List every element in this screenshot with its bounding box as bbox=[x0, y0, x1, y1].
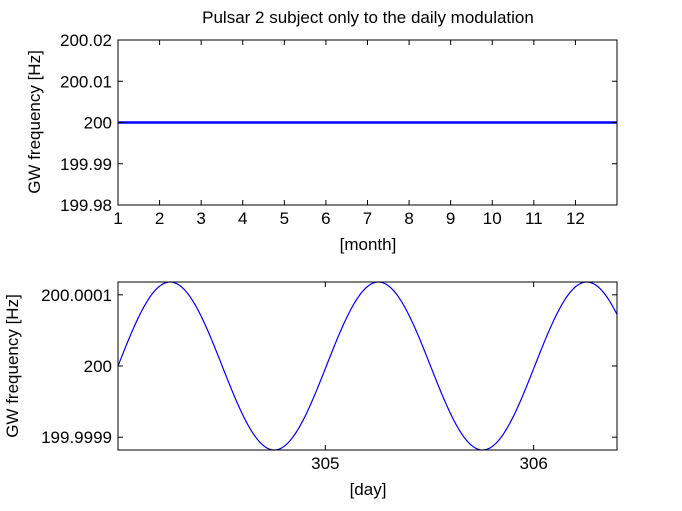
top-x-tick-label: 10 bbox=[483, 209, 502, 228]
chart-title: Pulsar 2 subject only to the daily modul… bbox=[202, 8, 534, 27]
bottom-x-tick-label: 305 bbox=[311, 454, 339, 473]
bottom-series-line bbox=[117, 281, 618, 451]
top-x-label: [month] bbox=[340, 235, 397, 254]
bottom-y-label: GW frequency [Hz] bbox=[3, 294, 22, 438]
top-y-tick-label: 200.02 bbox=[60, 31, 112, 50]
top-y-tick-label: 199.98 bbox=[60, 196, 112, 215]
bottom-y-tick-label: 200.0001 bbox=[41, 286, 112, 305]
bottom-axes: 305 306 199.9999 200 200.0001 bbox=[41, 281, 618, 473]
top-axes: 1 2 3 4 5 6 7 8 9 10 11 12199.98199.99200200.01200.… bbox=[60, 31, 618, 228]
top-x-tick-label: 8 bbox=[404, 209, 413, 228]
top-x-tick-label: 12 bbox=[566, 209, 585, 228]
top-y-label: GW frequency [Hz] bbox=[25, 50, 44, 194]
top-y-tick-label: 200 bbox=[84, 114, 112, 133]
bottom-y-tick-label: 199.9999 bbox=[41, 428, 112, 447]
top-y-tick-label: 199.99 bbox=[60, 155, 112, 174]
top-x-tick-label: 4 bbox=[238, 209, 247, 228]
top-x-tick-label: 7 bbox=[363, 209, 372, 228]
top-x-tick-label: 1 bbox=[113, 209, 122, 228]
bottom-x-tick-label: 306 bbox=[519, 454, 547, 473]
top-x-tick-label: 5 bbox=[280, 209, 289, 228]
bottom-axes-frame bbox=[117, 281, 618, 451]
top-x-tick-label: 6 bbox=[321, 209, 330, 228]
top-x-tick-label: 2 bbox=[155, 209, 164, 228]
top-x-tick-label: 11 bbox=[525, 209, 543, 228]
top-y-tick-label: 200.01 bbox=[60, 72, 112, 91]
top-x-tick-label: 3 bbox=[196, 209, 205, 228]
top-x-tick-label: 9 bbox=[446, 209, 455, 228]
bottom-x-label: [day] bbox=[350, 480, 387, 499]
bottom-y-tick-label: 200 bbox=[84, 357, 112, 376]
